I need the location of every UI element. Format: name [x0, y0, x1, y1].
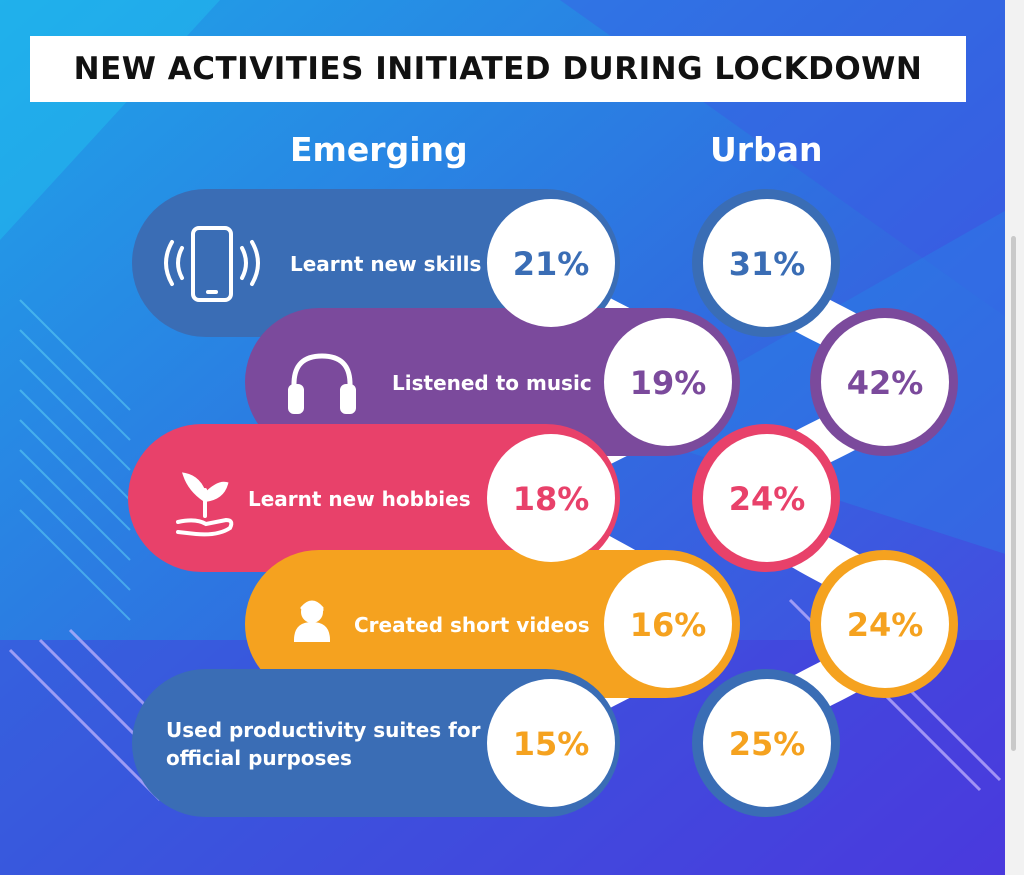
value-group: 16% 24% Created short videos — [293, 560, 949, 688]
emerging-bar — [132, 669, 620, 817]
emerging-bar — [128, 424, 620, 572]
emerging-value-circle — [604, 560, 732, 688]
emerging-value: 19% — [630, 364, 707, 402]
urban-value-circle — [703, 199, 831, 327]
urban-value-circle — [703, 679, 831, 807]
activity-label: Learnt new hobbies — [248, 487, 471, 511]
value-group: 15% 25% Used productivity suites for offici… — [166, 679, 831, 807]
column-header-emerging: Emerging — [290, 130, 468, 169]
urban-value: 31% — [729, 245, 806, 283]
emerging-bar — [132, 189, 620, 337]
emerging-value: 21% — [513, 245, 590, 283]
activity-label: Used productivity suites for — [166, 718, 481, 742]
scrollbar[interactable] — [1011, 236, 1016, 751]
chart-title: NEW ACTIVITIES INITIATED DURING LOCKDOWN — [73, 51, 923, 87]
activity-label: Created short videos — [354, 613, 590, 637]
emerging-value: 16% — [630, 606, 707, 644]
title-banner: NEW ACTIVITIES INITIATED DURING LOCKDOWN — [30, 36, 966, 102]
urban-value: 24% — [847, 606, 924, 644]
emerging-value-circle — [487, 679, 615, 807]
column-header-urban: Urban — [710, 130, 823, 169]
plant-in-hand-icon — [176, 472, 234, 537]
urban-value-circle — [703, 434, 831, 562]
activity-label: official purposes — [166, 746, 352, 770]
urban-value-circle — [821, 318, 949, 446]
urban-value: 25% — [729, 725, 806, 763]
urban-value: 24% — [729, 480, 806, 518]
activity-label: Learnt new skills — [290, 252, 481, 276]
vlogger-icon — [293, 600, 331, 642]
value-group: 19% 42% Listened to music — [288, 318, 949, 446]
smartphone-vibrating-icon — [164, 226, 260, 302]
value-group: 21% 31% Learnt new skills — [164, 199, 831, 327]
stripe-pattern — [19, 299, 131, 621]
headphones-icon — [288, 353, 356, 414]
emerging-value-circle — [604, 318, 732, 446]
urban-value-circle — [821, 560, 949, 688]
value-group: 18% 24% Learnt new hobbies — [176, 434, 831, 562]
emerging-value-circle — [487, 434, 615, 562]
emerging-value-circle — [487, 199, 615, 327]
emerging-value: 18% — [513, 480, 590, 518]
urban-value: 42% — [847, 364, 924, 402]
activity-label: Listened to music — [392, 371, 592, 395]
emerging-value: 15% — [513, 725, 590, 763]
